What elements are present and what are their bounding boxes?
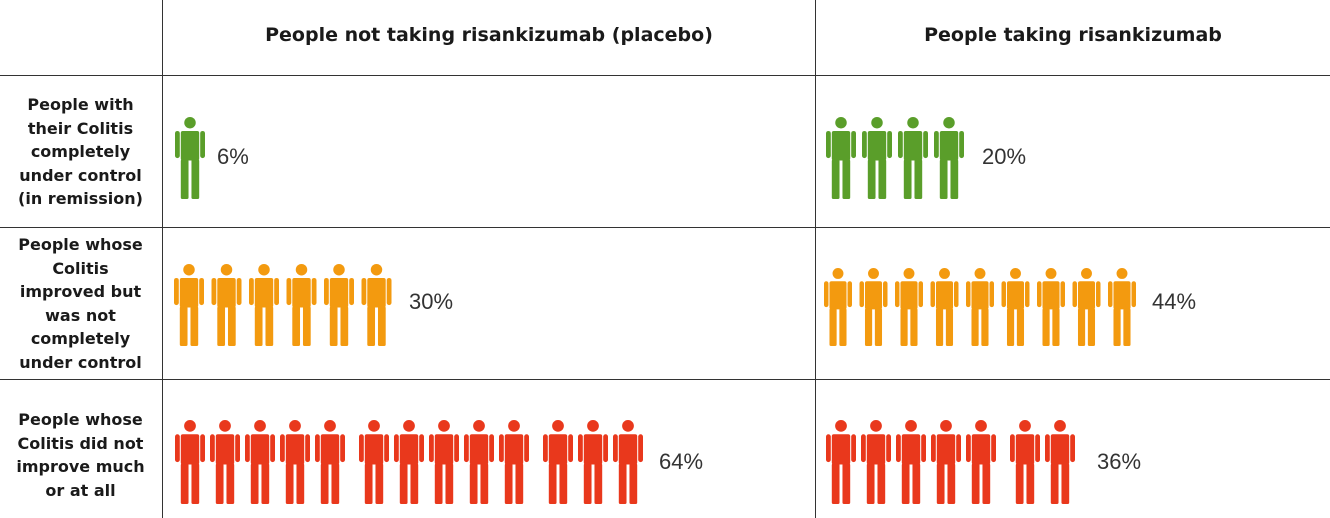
row-label-line: improve much: [16, 457, 145, 476]
person-icon: [280, 420, 310, 504]
person-icon: [895, 268, 923, 346]
row-label-line: under control: [19, 352, 142, 372]
row-label-line: (in remission): [18, 189, 143, 208]
column-header-placebo: People not taking risankizumab (placebo): [265, 24, 713, 46]
person-icon: [429, 420, 459, 504]
person-icon: [930, 268, 959, 346]
person-icon: [359, 420, 389, 504]
person-icon: [1037, 268, 1065, 346]
column-header-risankizumab: People taking risankizumab: [924, 24, 1222, 46]
person-icon: [175, 420, 205, 504]
label-column-divider: [162, 0, 163, 518]
value-label-remission-placebo: 6%: [217, 144, 249, 169]
person-icon: [245, 420, 275, 504]
person-icon: [499, 420, 529, 504]
person-icon: [862, 117, 892, 199]
person-icon: [613, 420, 643, 504]
row-label-line: improved but: [19, 282, 142, 301]
person-icon: [859, 268, 888, 346]
row-label-line: Colitis did not: [17, 433, 144, 453]
row-label-line: their Colitis: [27, 118, 134, 138]
person-icon: [826, 420, 856, 504]
header-divider: [0, 75, 1330, 76]
row-label-line: completely: [30, 142, 131, 161]
column-divider: [815, 0, 816, 518]
person-icon: [464, 420, 494, 504]
row-label-line: People with: [27, 95, 134, 114]
person-icon: [324, 264, 354, 346]
person-icon: [211, 264, 242, 346]
person-icon: [361, 264, 392, 346]
person-icon: [543, 420, 573, 504]
person-icon: [931, 420, 961, 504]
row-label-line: completely: [30, 329, 131, 348]
value-label-not-improved-placebo: 64%: [659, 449, 704, 474]
row-label-line: or at all: [45, 480, 116, 500]
person-icon: [1010, 420, 1040, 504]
person-icon: [1108, 268, 1136, 346]
person-icon: [861, 420, 891, 504]
row1-divider: [0, 227, 1330, 228]
person-icon: [898, 117, 928, 199]
person-icon: [824, 268, 852, 346]
person-icon: [934, 117, 964, 199]
person-icon: [210, 420, 240, 504]
person-icon: [174, 264, 204, 346]
person-icon: [578, 420, 608, 504]
person-icon: [896, 420, 926, 504]
person-icon: [966, 268, 994, 346]
value-label-improved-risankizumab: 44%: [1152, 289, 1197, 314]
person-icon: [826, 117, 856, 199]
row-label-not-improved: People whose Colitis did not improve muc…: [4, 408, 157, 502]
person-icon: [315, 420, 345, 504]
person-icon: [175, 117, 205, 199]
row-label-line: Colitis: [52, 258, 109, 278]
value-label-remission-risankizumab: 20%: [982, 144, 1027, 169]
row-label-line: People whose: [18, 410, 143, 429]
person-icon: [286, 264, 317, 346]
person-icon: [394, 420, 424, 504]
row-label-line: under control: [19, 165, 142, 185]
person-icon: [1072, 268, 1101, 346]
row-label-remission: People with their Colitis completely und…: [4, 93, 157, 211]
person-icon: [1001, 268, 1030, 346]
value-label-improved-placebo: 30%: [409, 289, 454, 314]
row-label-improved: People whose Colitis improved but was no…: [4, 233, 157, 374]
row-label-line: People whose: [18, 235, 143, 254]
row2-divider: [0, 379, 1330, 380]
row-label-line: was not: [45, 305, 116, 325]
person-icon: [1045, 420, 1075, 504]
person-icon: [249, 264, 279, 346]
value-label-not-improved-risankizumab: 36%: [1097, 449, 1142, 474]
person-icon: [966, 420, 996, 504]
